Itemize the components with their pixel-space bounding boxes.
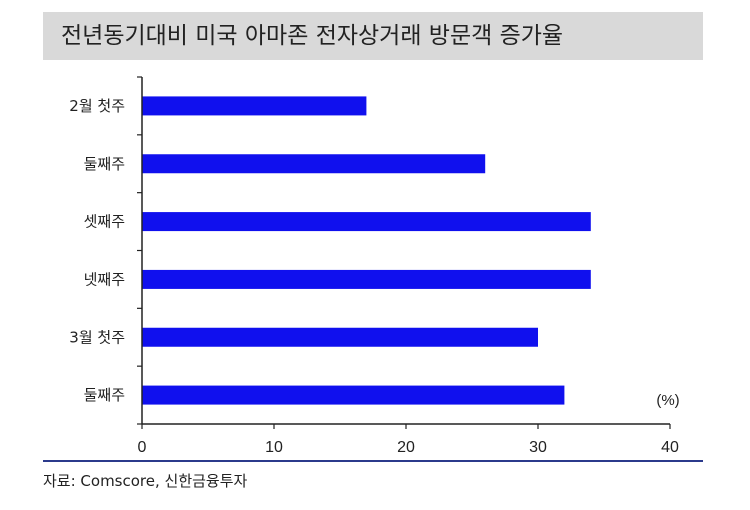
category-label-1: 둘째주 <box>84 155 125 173</box>
category-label-2: 셋째주 <box>84 213 125 231</box>
x-tick-label-1: 10 <box>265 439 283 456</box>
category-label-4: 3월 첫주 <box>69 328 125 346</box>
bar-4 <box>142 327 538 347</box>
category-label-0: 2월 첫주 <box>69 97 125 115</box>
bar-2 <box>142 212 591 232</box>
bar-1 <box>142 154 486 174</box>
chart-title: 전년동기대비 미국 아마존 전자상거래 방문객 증가율 <box>61 23 564 49</box>
axes <box>137 76 671 429</box>
bar-0 <box>142 96 367 116</box>
bar-3 <box>142 269 591 289</box>
category-label-3: 넷째주 <box>84 270 125 288</box>
x-tick-label-4: 40 <box>661 439 679 456</box>
x-tick-label-2: 20 <box>397 439 415 456</box>
unit-label: (%) <box>656 392 679 409</box>
x-tick-labels: 0 10 20 30 40 <box>138 439 679 456</box>
source-note: 자료: Comscore, 신한금융투자 <box>43 472 248 490</box>
category-label-5: 둘째주 <box>84 386 125 404</box>
x-tick-label-0: 0 <box>138 439 147 456</box>
bar-5 <box>142 385 565 405</box>
bars-group <box>142 96 591 405</box>
title-bar: 전년동기대비 미국 아마존 전자상거래 방문객 증가율 <box>43 12 703 60</box>
source-divider <box>43 460 703 462</box>
x-tick-label-3: 30 <box>529 439 547 456</box>
